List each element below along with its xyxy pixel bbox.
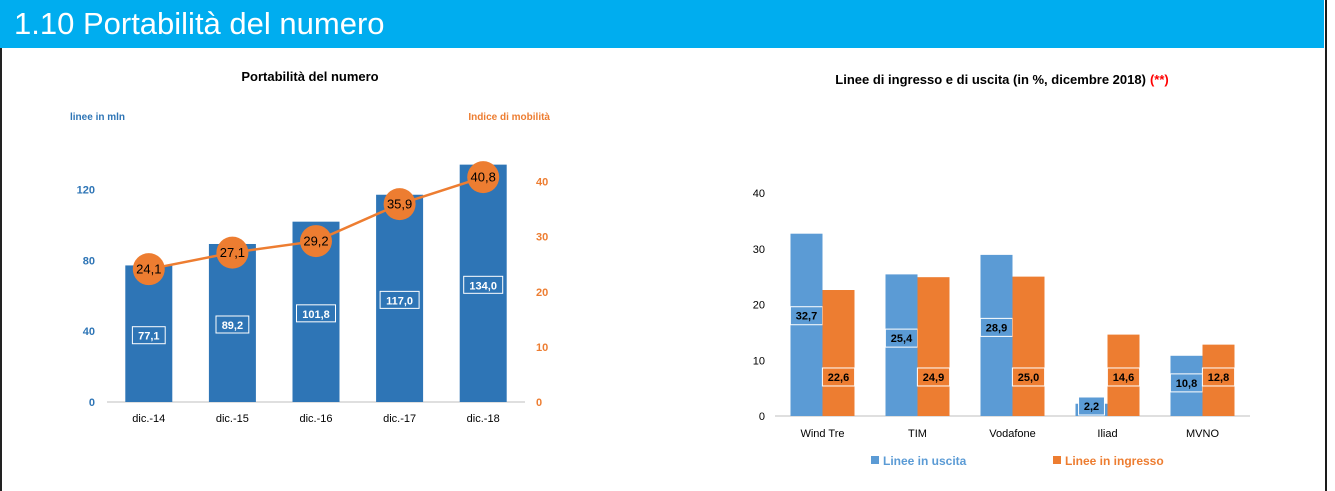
chart1-line-label: 27,1 (220, 245, 245, 260)
chart1-bar-label: 117,0 (386, 295, 413, 307)
chart1-line-label: 35,9 (387, 197, 412, 212)
chart1-y-tick-left: 40 (83, 326, 95, 338)
chart1-bar (125, 265, 173, 402)
chart2-bar-label: 10,8 (1176, 378, 1197, 390)
chart1-y-tick-right: 0 (536, 397, 542, 409)
chart1-y-tick-right: 40 (536, 177, 548, 189)
chart1-bar-label: 89,2 (222, 320, 243, 332)
chart2-bar-label: 14,6 (1113, 372, 1134, 384)
chart1-title: Portabilità del numero (241, 69, 378, 84)
chart1-x-tick: dic.-15 (216, 413, 249, 425)
chart2-x-tick: Vodafone (989, 428, 1036, 440)
chart2-bar-label: 22,6 (828, 372, 849, 384)
frame-margin-right (1324, 0, 1335, 491)
page-title: 1.10 Portabilità del numero (14, 6, 385, 41)
chart2-bar-label: 2,2 (1084, 401, 1099, 413)
chart2-bar-label-box (1078, 396, 1105, 416)
chart1-line-marker (383, 188, 416, 221)
chart2-y-tick: 30 (753, 244, 765, 256)
chart2-y-tick: 10 (753, 355, 765, 367)
chart2-x-tick: Wind Tre (800, 428, 844, 440)
chart2-x-tick: TIM (908, 428, 927, 440)
chart1-line-label: 40,8 (471, 170, 496, 185)
chart1-bar-label: 101,8 (302, 309, 330, 321)
chart1-bar (459, 164, 507, 402)
chart1-bar-label-box (215, 315, 250, 334)
chart1-line-marker (467, 161, 500, 194)
chart1-x-tick: dic.-14 (132, 413, 165, 425)
chart1-x-tick: dic.-16 (299, 413, 332, 425)
header-bar: 1.10 Portabilità del numero (0, 0, 1324, 48)
chart2-bar-label: 12,8 (1208, 372, 1229, 384)
chart2-y-tick: 40 (753, 188, 765, 200)
chart1-y-tick-left: 80 (83, 255, 95, 267)
chart1-y-tick-right: 10 (536, 342, 548, 354)
chart2-bar-label-box (1201, 367, 1236, 387)
chart1-bar (208, 243, 256, 402)
chart2-y-tick: 0 (759, 411, 765, 423)
frame-border-left (0, 48, 2, 491)
chart2-bar (822, 290, 855, 416)
chart1-line-marker (300, 225, 332, 258)
chart2-title-text: Linee di ingresso e di uscita (in %, dic… (835, 72, 1146, 87)
chart2-bar (1012, 276, 1045, 416)
chart1-line-marker (216, 236, 249, 269)
chart2-y-tick: 20 (753, 300, 765, 312)
chart2-title-note: (**) (1150, 72, 1169, 87)
chart2-bar-label-box (821, 367, 856, 387)
chart1-bar-label: 77,1 (138, 331, 159, 343)
legend-swatch-in (1053, 456, 1061, 464)
chart1-y-tick-left: 120 (77, 184, 95, 196)
chart1-x-tick: dic.-17 (383, 413, 416, 425)
chart2-bar-label-box (1106, 367, 1141, 387)
portability-chart: Portabilità del numero linee in mln Indi… (70, 69, 550, 425)
chart1-y-tick-left: 0 (89, 397, 95, 409)
chart1-line-label: 29,2 (303, 234, 328, 249)
chart2-bar-label: 25,0 (1018, 372, 1039, 384)
legend-label-out: Linee in uscita (883, 454, 967, 468)
chart1-ylabel-left: linee in mln (70, 112, 125, 123)
chart2-bar-label: 25,4 (891, 333, 913, 345)
chart2-bar-label: 24,9 (923, 372, 944, 384)
chart1-line-label: 24,1 (136, 262, 161, 277)
chart2-bar-label-box (1011, 367, 1046, 387)
chart1-x-tick: dic.-18 (467, 413, 500, 425)
chart1-bar-label-box (379, 290, 420, 309)
chart2-x-tick: Iliad (1097, 428, 1117, 440)
legend-swatch-out (871, 456, 879, 464)
chart1-bar (376, 194, 424, 402)
chart1-bar-label-box (296, 304, 336, 323)
chart2-title: Linee di ingresso e di uscita (in %, dic… (835, 72, 1168, 87)
chart1-line-marker (132, 253, 165, 286)
frame-border-right (1325, 0, 1327, 491)
chart1-y-tick-right: 30 (536, 232, 548, 244)
chart2-bar-label: 32,7 (796, 311, 817, 323)
chart1-bar-label-box (131, 326, 166, 345)
chart1-y-tick-right: 20 (536, 287, 548, 299)
chart1-bar-label-box (463, 275, 504, 294)
chart1-ylabel-right: Indice di mobilità (468, 112, 550, 123)
chart2-bar-label-box (916, 367, 951, 387)
chart1-bar-label: 134,0 (469, 280, 497, 292)
in-out-lines-chart: Linee di ingresso e di uscita (in %, dic… (753, 72, 1250, 468)
chart2-x-tick: MVNO (1186, 428, 1219, 440)
chart2-bar-label: 28,9 (986, 322, 1007, 334)
chart2-bar (917, 277, 950, 416)
legend-label-in: Linee in ingresso (1065, 454, 1164, 468)
